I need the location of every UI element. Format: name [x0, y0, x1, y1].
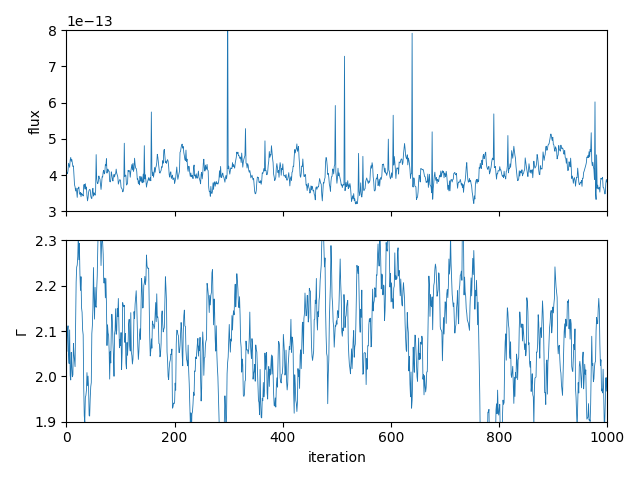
Y-axis label: Γ: Γ [15, 327, 29, 335]
X-axis label: iteration: iteration [307, 451, 366, 465]
Y-axis label: flux: flux [28, 108, 42, 134]
